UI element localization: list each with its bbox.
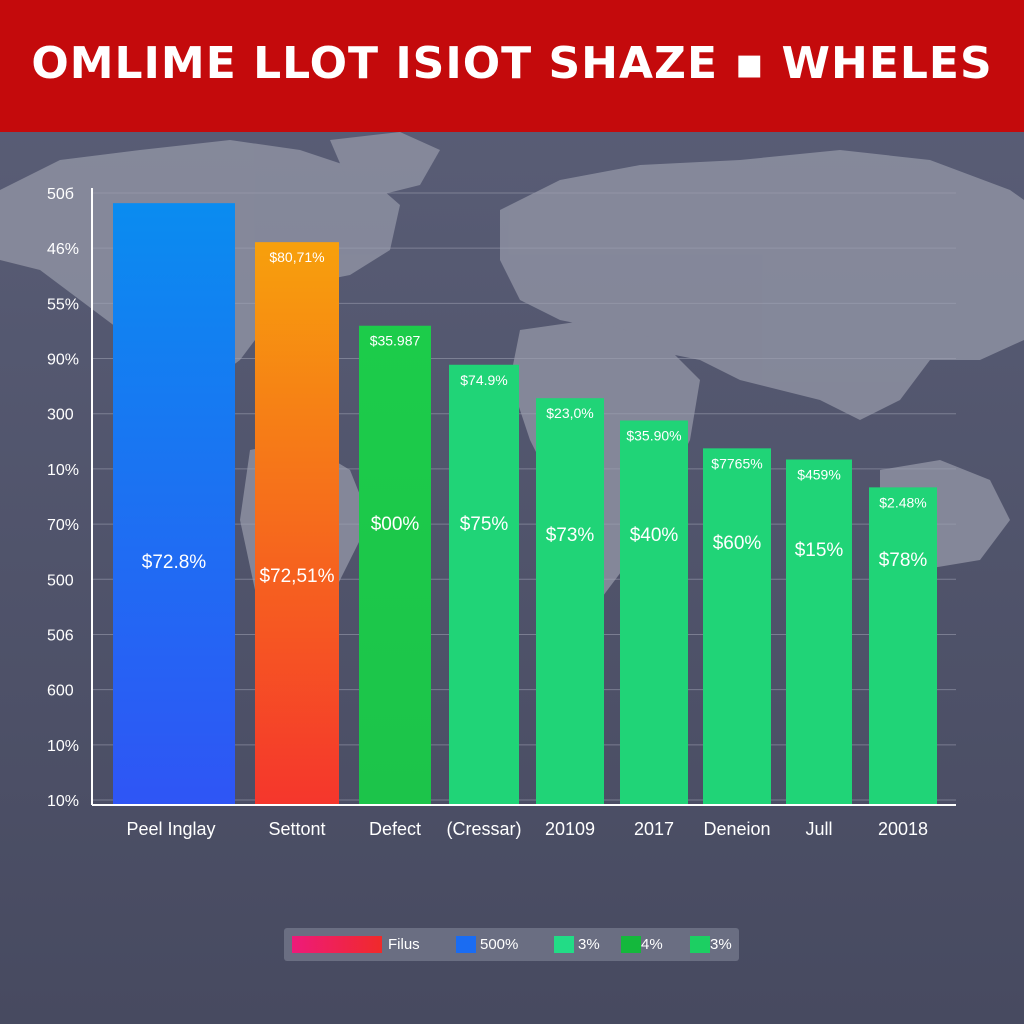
bar-labels: $72.8% $80,71% $72,51% $35.987 $00% $74.9% $75… xyxy=(142,249,928,587)
bar-value-label: $72,51% xyxy=(259,566,334,587)
y-tick-label: 50б xyxy=(47,186,74,203)
x-tick-label: 20109 xyxy=(545,819,595,839)
y-tick-label: 46% xyxy=(47,241,79,258)
bar-value-label: $73% xyxy=(546,525,595,546)
x-tick-label: 2017 xyxy=(634,819,674,839)
x-tick-label: Jull xyxy=(805,819,832,839)
legend-swatch xyxy=(554,936,574,953)
bar-top-label: $74.9% xyxy=(460,372,507,388)
bar-4 xyxy=(449,364,519,805)
bar-top-label: $7765% xyxy=(711,455,762,471)
bar-top-label: $35.90% xyxy=(626,427,681,443)
legend-swatch xyxy=(690,936,710,953)
bar-value-label: $72.8% xyxy=(142,552,207,573)
legend-swatch xyxy=(292,936,382,953)
x-tick-label: (Cressar) xyxy=(447,819,522,839)
bar-value-label: $75% xyxy=(460,514,509,535)
bar-5 xyxy=(536,398,604,805)
bar-top-label: $23,0% xyxy=(546,405,593,421)
chart-title: OMLIME LLOT ISIOT SHAZE ▪ WHELES xyxy=(31,37,993,89)
y-tick-label: 600 xyxy=(47,683,74,700)
y-tick-label: 10% xyxy=(47,738,79,755)
bar-3 xyxy=(359,325,431,805)
legend-label: 3% xyxy=(578,936,600,953)
legend-label: 4% xyxy=(641,936,663,953)
legend-swatch xyxy=(456,936,476,953)
bar-6 xyxy=(620,420,688,805)
bar-value-label: $15% xyxy=(795,540,844,561)
bar-1 xyxy=(113,203,235,806)
bar-value-label: $00% xyxy=(371,514,420,535)
bar-chart: 50б 46% 55% 90% 300 10% 70% 500 506 600 10% 10% $72… xyxy=(47,186,956,839)
bar-value-label: $78% xyxy=(879,550,928,571)
bar-top-label: $80,71% xyxy=(269,249,324,265)
y-tick-label: 55% xyxy=(47,296,79,313)
bar-top-label: $2.48% xyxy=(879,494,926,510)
bars xyxy=(113,203,937,806)
bar-9 xyxy=(869,487,937,805)
legend-swatch xyxy=(621,936,641,953)
bar-7 xyxy=(703,448,771,805)
y-tick-label: 300 xyxy=(47,407,74,424)
legend-label: 3% xyxy=(710,936,732,953)
bar-top-label: $35.987 xyxy=(370,333,421,349)
y-tick-label: 70% xyxy=(47,517,79,534)
legend-label: 500% xyxy=(480,936,519,953)
y-tick-label: 10% xyxy=(47,793,79,810)
y-tick-label: 506 xyxy=(47,627,74,644)
bar-value-label: $40% xyxy=(630,525,679,546)
legend-label: Filus xyxy=(388,936,420,953)
bar-value-label: $60% xyxy=(713,533,762,554)
bar-top-label: $459% xyxy=(797,466,841,482)
y-tick-label: 90% xyxy=(47,352,79,369)
x-tick-label: Settont xyxy=(268,819,325,839)
y-tick-label: 500 xyxy=(47,572,74,589)
x-tick-label: 20018 xyxy=(878,819,928,839)
x-tick-label: Peel Inglay xyxy=(126,819,215,839)
bar-8 xyxy=(786,459,852,805)
y-axis-ticks: 50б 46% 55% 90% 300 10% 70% 500 506 600 10% 10% xyxy=(47,186,79,810)
x-tick-label: Deneion xyxy=(703,819,770,839)
x-axis-ticks: Peel Inglay Settont Defect (Cressar) 20109 20… xyxy=(126,819,928,839)
legend: Filus 500% 3% 4% 3% xyxy=(284,928,739,961)
x-tick-label: Defect xyxy=(369,819,421,839)
bar-2 xyxy=(255,242,339,805)
y-tick-label: 10% xyxy=(47,462,79,479)
title-banner: OMLIME LLOT ISIOT SHAZE ▪ WHELES xyxy=(0,0,1024,132)
